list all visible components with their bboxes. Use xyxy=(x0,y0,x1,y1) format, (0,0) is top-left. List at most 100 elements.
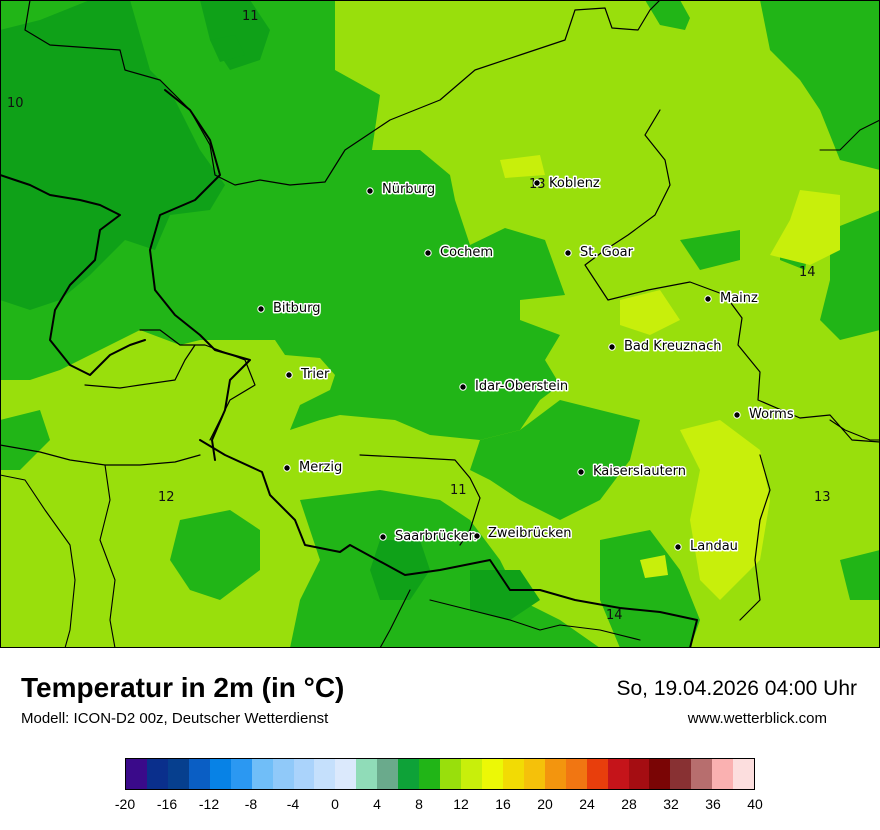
city-label-bitburg: Bitburg xyxy=(273,301,321,316)
city-label-trier: Trier xyxy=(300,367,330,382)
city-label-koblenz: Koblenz xyxy=(549,176,600,191)
city-label-nuerburg: Nürburg xyxy=(382,182,435,197)
legend-color-swatch xyxy=(733,759,755,789)
legend-color-swatch xyxy=(398,759,420,789)
legend-color-swatch xyxy=(209,759,231,789)
temp-field-10 xyxy=(170,510,260,600)
city-dot xyxy=(733,411,741,419)
city-dot xyxy=(608,343,616,351)
forecast-datetime: So, 19.04.2026 04:00 Uhr xyxy=(616,677,857,700)
legend-color-swatch xyxy=(146,759,168,789)
district-line-se xyxy=(429,599,641,641)
legend-color-swatch xyxy=(251,759,273,789)
legend-color-swatch xyxy=(188,759,210,789)
isotherm-label: 10 xyxy=(7,96,24,111)
city-dot xyxy=(379,533,387,541)
temp-field-8 xyxy=(0,0,225,310)
city-label-landau: Landau xyxy=(690,539,738,554)
color-legend-ticks: -20 -16 -12 -8 -4 0 4 8 12 16 20 24 28 32 36 40 xyxy=(0,796,880,816)
legend-tick-label: -12 xyxy=(198,796,220,812)
temp-field-10 xyxy=(680,230,740,270)
legend-color-swatch xyxy=(356,759,378,789)
legend-tick-label: -4 xyxy=(286,796,300,812)
city-dot xyxy=(285,371,293,379)
color-legend-bar xyxy=(125,758,755,790)
legend-tick-label: -20 xyxy=(114,796,136,812)
legend-tick-label: 16 xyxy=(495,796,511,812)
legend-tick-label: 4 xyxy=(373,796,381,812)
legend-color-swatch xyxy=(272,759,294,789)
river-west xyxy=(0,474,76,648)
legend-tick-label: -16 xyxy=(156,796,178,812)
legend-color-swatch xyxy=(670,759,692,789)
city-label-mainz: Mainz xyxy=(720,291,758,306)
legend-color-swatch xyxy=(230,759,252,789)
country-border-west xyxy=(0,174,146,376)
legend-color-swatch xyxy=(314,759,336,789)
legend-color-swatch xyxy=(607,759,629,789)
temp-field-14 xyxy=(680,420,770,600)
border-lines xyxy=(0,0,880,648)
city-dot xyxy=(473,532,481,540)
city-dot xyxy=(674,543,682,551)
lux-border xyxy=(149,89,251,461)
city-label-zweibruecken: Zweibrücken xyxy=(488,526,571,541)
temp-field-14 xyxy=(620,290,680,335)
city-dot xyxy=(257,305,265,313)
legend-tick-label: 0 xyxy=(331,796,339,812)
legend-color-swatch xyxy=(565,759,587,789)
website-link[interactable]: www.wetterblick.com xyxy=(687,710,827,727)
temp-field-10 xyxy=(840,550,880,600)
state-border-east-south xyxy=(739,454,771,621)
state-border-south xyxy=(199,439,698,648)
temp-field-8 xyxy=(210,35,245,62)
isotherm-label: 14 xyxy=(799,265,816,280)
temp-field-14 xyxy=(500,155,545,178)
legend-color-swatch xyxy=(586,759,608,789)
legend-color-swatch xyxy=(523,759,545,789)
city-dot xyxy=(577,468,585,476)
legend-color-swatch xyxy=(440,759,461,789)
legend-tick-label: 28 xyxy=(621,796,637,812)
temp-field-10 xyxy=(760,0,880,170)
city-markers: Nürburg Koblenz Cochem St. Goar Bitburg … xyxy=(257,175,795,556)
isotherm-label: 11 xyxy=(242,9,259,24)
model-info: Modell: ICON-D2 00z, Deutscher Wetterdie… xyxy=(21,710,329,727)
isotherm-label: 13 xyxy=(814,490,831,505)
river-mid xyxy=(99,464,116,648)
city-label-bad-kreuznach: Bad Kreuznach xyxy=(624,339,722,354)
district-line-sw xyxy=(379,589,411,648)
legend-color-swatch xyxy=(377,759,399,789)
legend-tick-label: 32 xyxy=(663,796,679,812)
city-dot xyxy=(533,179,541,187)
legend-color-swatch xyxy=(335,759,357,789)
temp-field-8 xyxy=(370,540,430,600)
district-line-e xyxy=(829,419,880,441)
city-label-st-goar: St. Goar xyxy=(580,245,634,260)
temperature-map: 11 10 13 14 12 11 13 14 Nürburg Koblenz … xyxy=(0,0,880,648)
temp-field-10 xyxy=(600,530,700,648)
city-dot xyxy=(564,249,572,257)
temp-field-8 xyxy=(470,570,540,620)
isotherm-label: 14 xyxy=(606,608,623,623)
legend-color-swatch xyxy=(481,759,503,789)
legend-tick-label: -8 xyxy=(244,796,258,812)
legend-tick-label: 40 xyxy=(747,796,763,812)
city-label-worms: Worms xyxy=(749,407,794,422)
legend-tick-label: 8 xyxy=(415,796,423,812)
temp-field-10 xyxy=(470,400,640,520)
city-dot xyxy=(704,295,712,303)
city-dot xyxy=(283,464,291,472)
legend-color-swatch xyxy=(712,759,734,789)
city-label-idar-oberstein: Idar-Oberstein xyxy=(475,379,568,394)
country-border-lux-south xyxy=(84,344,196,389)
district-line-ne xyxy=(819,119,880,151)
temp-field-10 xyxy=(0,410,50,470)
temp-field-14 xyxy=(640,555,668,578)
state-border-east xyxy=(584,109,880,443)
legend-tick-label: 24 xyxy=(579,796,595,812)
legend-tick-label: 20 xyxy=(537,796,553,812)
legend-color-swatch xyxy=(628,759,650,789)
city-dot xyxy=(366,187,374,195)
temp-field-10 xyxy=(645,0,690,30)
